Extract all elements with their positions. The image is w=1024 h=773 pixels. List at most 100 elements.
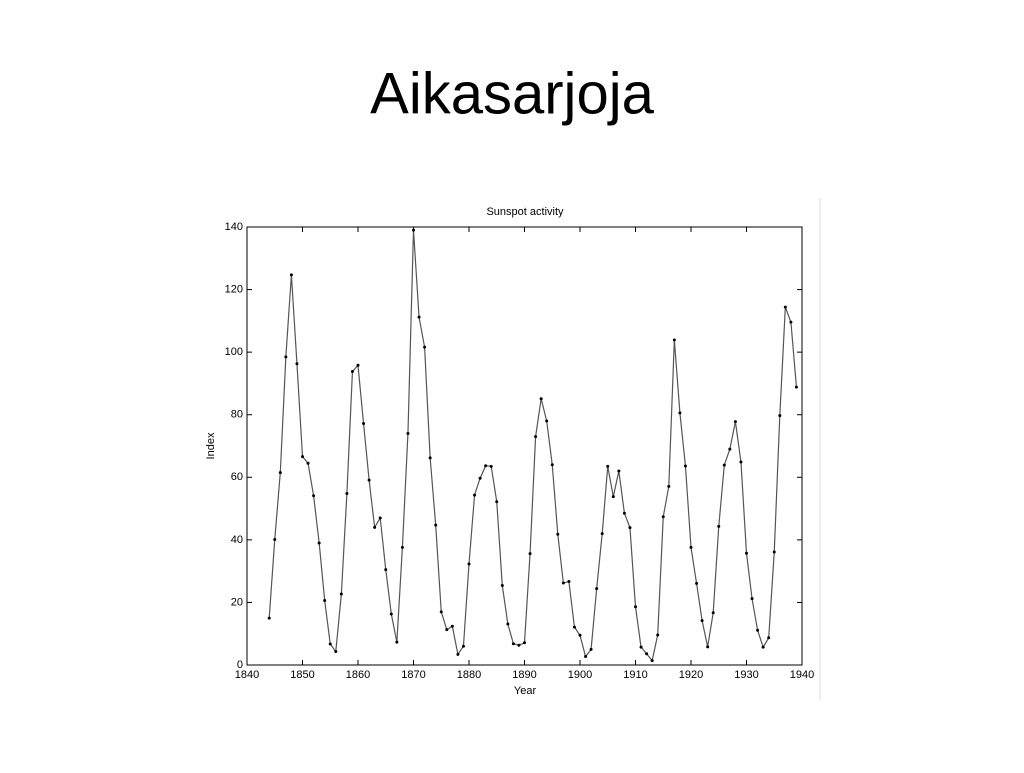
- y-tick-label: 100: [225, 346, 243, 358]
- data-point: [511, 642, 515, 646]
- x-tick-label: 1920: [679, 669, 703, 681]
- y-tick-label: 40: [231, 534, 243, 546]
- data-point: [489, 464, 493, 468]
- data-line: [268, 230, 798, 662]
- data-point: [495, 500, 499, 504]
- data-point: [761, 645, 765, 649]
- data-point: [695, 581, 699, 585]
- y-tick-label: 140: [225, 221, 243, 233]
- data-point: [456, 652, 460, 656]
- x-axis-label: Year: [514, 685, 537, 697]
- data-point: [556, 532, 560, 536]
- data-point: [328, 642, 332, 646]
- data-point: [478, 476, 482, 480]
- data-point: [567, 579, 571, 583]
- data-point: [306, 461, 310, 465]
- data-point: [606, 464, 610, 468]
- data-point: [484, 464, 488, 468]
- data-point: [789, 320, 793, 324]
- x-tick-label: 1840: [235, 669, 259, 681]
- data-point: [317, 541, 321, 545]
- slide-title: Aikasarjoja: [370, 61, 654, 126]
- data-point: [267, 616, 271, 620]
- data-point: [528, 552, 532, 556]
- data-point: [373, 525, 377, 529]
- data-point: [678, 411, 682, 415]
- y-tick-label: 120: [225, 283, 243, 295]
- y-tick-label: 20: [231, 596, 243, 608]
- data-point: [295, 362, 299, 366]
- data-point: [617, 469, 621, 473]
- data-point: [389, 612, 393, 616]
- data-point: [400, 545, 404, 549]
- data-point: [794, 385, 798, 389]
- x-tick-label: 1910: [623, 669, 647, 681]
- data-point: [356, 363, 360, 367]
- x-tick-label: 1870: [401, 669, 425, 681]
- x-tick-label: 1930: [734, 669, 758, 681]
- data-point: [600, 532, 604, 536]
- data-point: [445, 628, 449, 632]
- y-tick-label: 0: [237, 659, 243, 671]
- data-point: [428, 456, 432, 460]
- data-point: [539, 397, 543, 401]
- data-point: [772, 550, 776, 554]
- data-point: [589, 647, 593, 651]
- x-tick-label: 1850: [290, 669, 314, 681]
- data-point: [667, 484, 671, 488]
- data-point: [434, 523, 438, 527]
- data-point: [395, 640, 399, 644]
- y-tick-label: 60: [231, 471, 243, 483]
- data-point: [406, 431, 410, 435]
- data-point: [350, 370, 354, 374]
- data-point: [661, 515, 665, 519]
- y-tick-label: 80: [231, 409, 243, 421]
- data-point: [595, 587, 599, 591]
- data-point: [717, 524, 721, 528]
- data-point: [745, 551, 748, 555]
- data-point: [756, 628, 760, 632]
- data-point: [450, 624, 454, 628]
- data-point: [301, 455, 304, 459]
- data-point: [278, 471, 282, 475]
- data-point: [467, 562, 471, 566]
- data-point: [439, 610, 443, 614]
- data-point: [584, 655, 588, 659]
- data-point: [722, 463, 726, 467]
- data-point: [561, 581, 565, 585]
- data-point: [500, 584, 504, 588]
- data-point: [778, 414, 782, 418]
- data-point: [711, 611, 715, 615]
- data-point: [683, 464, 687, 468]
- data-point: [334, 650, 338, 654]
- data-point: [339, 592, 343, 596]
- x-tick-label: 1880: [457, 669, 481, 681]
- data-point: [611, 495, 615, 499]
- data-point: [273, 538, 277, 542]
- x-tick-label: 1890: [512, 669, 536, 681]
- data-point: [345, 492, 349, 496]
- data-point: [550, 463, 554, 467]
- data-point: [689, 545, 693, 549]
- data-point: [523, 641, 526, 645]
- x-tick-label: 1860: [346, 669, 370, 681]
- x-tick-label: 1900: [568, 669, 592, 681]
- data-point: [767, 636, 771, 640]
- data-point: [423, 345, 427, 349]
- data-point: [728, 447, 732, 451]
- data-point: [706, 645, 710, 649]
- data-point: [362, 421, 366, 425]
- data-point: [650, 659, 654, 663]
- y-axis-label: Index: [205, 432, 217, 459]
- data-point: [572, 625, 576, 629]
- data-point: [378, 516, 382, 520]
- data-point: [506, 622, 510, 626]
- data-point: [461, 644, 465, 648]
- data-point: [639, 645, 643, 649]
- data-point: [645, 652, 649, 656]
- data-point: [367, 478, 371, 482]
- data-point: [634, 605, 637, 609]
- data-point: [733, 420, 737, 424]
- data-point: [289, 273, 293, 277]
